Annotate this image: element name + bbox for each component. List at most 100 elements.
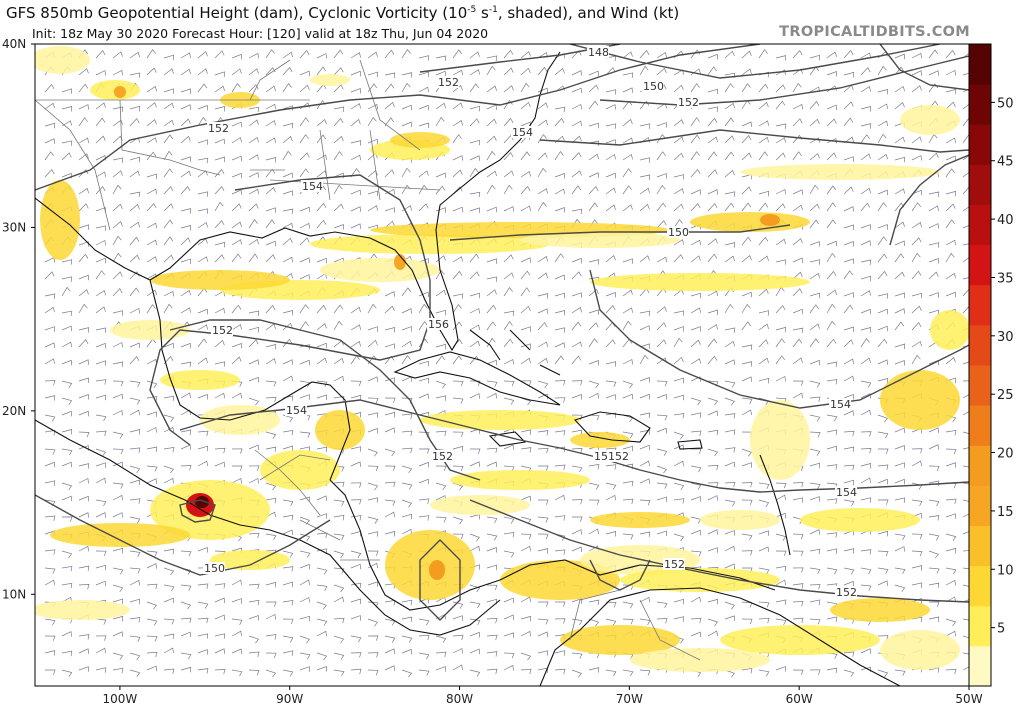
wind-barb [877, 120, 888, 127]
wind-barb [299, 257, 310, 263]
wind-barb [44, 83, 55, 93]
wind-barb [401, 430, 413, 436]
wind-barb [639, 49, 650, 59]
wind-barb [945, 272, 956, 280]
wind-barb [843, 270, 853, 280]
wind-barb [622, 380, 634, 389]
wind-barb [826, 289, 837, 297]
wind-barb [928, 70, 939, 76]
wind-barb [44, 635, 56, 641]
wind-barb [588, 122, 599, 129]
wind-barb [809, 567, 821, 575]
wind-barb [962, 206, 969, 212]
wind-barb [673, 431, 684, 440]
wind-barb [656, 173, 667, 179]
wind-barb [197, 308, 208, 315]
wind-barb [401, 635, 413, 643]
wind-barb [282, 256, 293, 263]
wind-barb [367, 205, 378, 212]
wind-barb [469, 631, 480, 638]
wind-barb [690, 376, 701, 382]
wind-barb [588, 186, 599, 195]
wind-barb [673, 482, 685, 490]
wind-barb [61, 325, 72, 332]
wind-barb [690, 117, 700, 127]
wind-barb [384, 355, 395, 365]
wind-barb [367, 669, 379, 676]
wind-barb [877, 253, 888, 263]
wind-barb [78, 339, 89, 348]
wind-barb [622, 498, 634, 505]
title-sup2: -1 [488, 5, 498, 15]
svg-text:154: 154 [512, 126, 533, 139]
wind-barb [350, 582, 362, 589]
wind-barb [928, 292, 939, 298]
wind-barb [248, 635, 260, 644]
wind-barb [860, 240, 871, 246]
vorticity-area [310, 74, 350, 86]
wind-barb [248, 614, 259, 621]
wind-barb [214, 583, 226, 589]
wind-barb [214, 241, 226, 248]
wind-barb [945, 137, 956, 144]
wind-barb [673, 533, 685, 542]
vorticity-area [570, 432, 630, 448]
wind-barb [146, 67, 157, 76]
wind-barb [112, 69, 123, 76]
wind-barb [248, 339, 259, 348]
wind-barb [367, 339, 378, 348]
wind-barb [809, 272, 820, 280]
wind-barb [197, 157, 209, 164]
wind-barb [486, 184, 496, 195]
wind-barb [877, 530, 888, 537]
wind-barb [367, 497, 379, 503]
wind-barb [860, 648, 871, 654]
lat-label: 10N [2, 587, 26, 601]
wind-barb [282, 208, 294, 215]
wind-barb [707, 397, 719, 406]
wind-barb [350, 206, 361, 212]
wind-barb [826, 303, 836, 314]
wind-barb [129, 409, 140, 416]
wind-barb [928, 223, 939, 229]
wind-barb [214, 254, 225, 263]
wind-barb [299, 446, 311, 452]
wind-barb [214, 669, 226, 675]
wind-barb [520, 171, 531, 178]
wind-barb [452, 256, 463, 263]
wind-barb [537, 188, 548, 195]
wind-barb [894, 66, 905, 76]
vorticity-area [320, 258, 440, 282]
wind-barb [146, 49, 156, 59]
wind-barb [146, 465, 158, 472]
wind-barb [877, 133, 887, 144]
colorbar-label: 30 [997, 330, 1014, 345]
wind-barb [911, 550, 923, 557]
wind-barb [299, 563, 310, 570]
wind-barb [792, 50, 803, 59]
colorbar-label: 15 [997, 505, 1014, 520]
wind-barb [809, 323, 820, 331]
contour-label: 156 [427, 318, 449, 331]
wind-barb [520, 101, 531, 110]
hispaniola [574, 411, 651, 443]
wind-barb [588, 380, 600, 389]
wind-barb [486, 206, 497, 213]
wind-barb [588, 667, 600, 673]
wind-barb [418, 515, 430, 521]
wind-barb [469, 118, 480, 127]
wind-barb [265, 533, 277, 541]
wind-barb [656, 133, 666, 144]
wind-barb [503, 550, 515, 558]
jamaica [488, 431, 527, 447]
wind-barb [469, 393, 480, 399]
wind-barb [792, 357, 803, 365]
wind-barb [656, 122, 667, 128]
wind-barb [877, 224, 888, 230]
wind-barb [809, 203, 820, 212]
wind-barb [792, 238, 803, 246]
wind-barb [282, 150, 292, 161]
wind-barb [350, 550, 362, 558]
wind-barb [588, 338, 598, 348]
wind-barb [78, 359, 89, 365]
